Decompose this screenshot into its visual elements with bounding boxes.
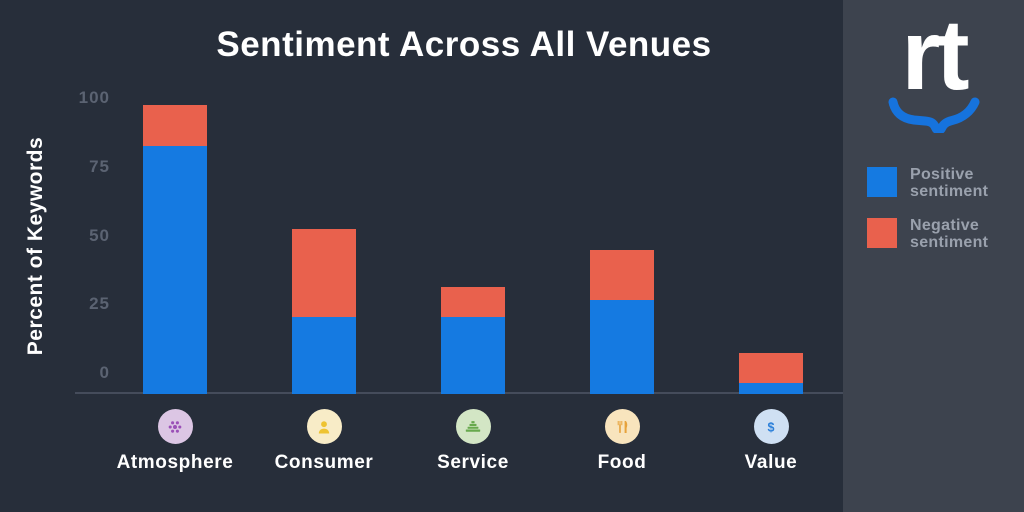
pyramid-icon [455,409,491,444]
svg-text:$: $ [768,420,775,434]
legend-label: Negative sentiment [910,217,989,251]
bar-segment-negative [590,250,654,300]
legend-label: Positive sentiment [910,166,989,200]
brand-logo: rt [901,0,969,111]
category-label: Food [597,452,647,473]
bar-segment-positive [441,317,505,394]
brand-panel: rt Positive sentiment Negative sentiment [843,0,1024,512]
bar-segment-negative [143,105,207,146]
bar-segment-negative [292,229,356,317]
y-tick-label: 0 [99,363,110,382]
y-tick-label: 100 [78,88,110,107]
bar-segment-positive [143,146,207,394]
bar-segment-positive [590,300,654,394]
category-label: Value [744,452,798,473]
utensils-icon [604,409,640,444]
person-icon [306,409,342,444]
legend-swatch-positive [867,167,897,197]
category-label: Service [437,452,509,473]
y-tick-label: 50 [89,225,110,245]
bar-segment-positive [292,317,356,394]
category-label: Atmosphere [116,452,234,473]
disco-ball-icon [157,409,193,444]
brand-swoosh-icon [888,97,980,133]
legend-swatch-negative [867,218,897,248]
category-label: Consumer [274,452,374,473]
dollar-icon: $ [753,409,789,444]
y-tick-label: 25 [89,294,110,314]
bar-segment-negative [739,353,803,383]
legend-item-negative: Negative sentiment [867,217,1017,252]
chart-title: Sentiment Across All Venues [216,25,712,64]
bar-segment-positive [739,383,803,394]
legend-item-positive: Positive sentiment [867,166,1017,201]
bar-segment-negative [441,287,505,317]
y-tick-label: 75 [89,156,110,176]
